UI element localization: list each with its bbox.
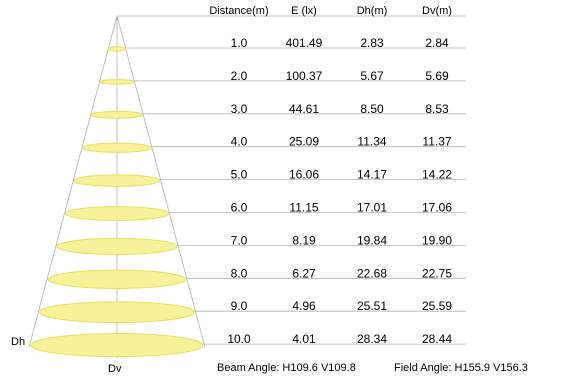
cell-lux: 6.27: [292, 266, 316, 280]
beam-angle-text: Beam Angle: H109.6 V109.8: [217, 362, 356, 374]
cell-lux: 4.01: [292, 332, 316, 346]
cell-dv: 14.22: [422, 168, 452, 182]
cell-dh: 8.50: [360, 102, 384, 116]
header-dv: Dv(m): [422, 5, 452, 17]
axis-label-dv: Dv: [108, 363, 122, 375]
cell-dh: 5.67: [360, 69, 384, 83]
cone-edge-right: [116, 15, 206, 348]
cell-lux: 16.06: [289, 168, 319, 182]
cell-distance: 6.0: [231, 201, 248, 215]
cell-dv: 5.69: [425, 69, 449, 83]
cell-dv: 25.59: [422, 299, 452, 313]
cell-distance: 5.0: [231, 168, 248, 182]
cell-dv: 8.53: [425, 102, 449, 116]
cell-lux: 25.09: [289, 135, 319, 149]
illuminance-spot: [47, 269, 187, 290]
cell-distance: 3.0: [231, 102, 248, 116]
cell-distance: 8.0: [231, 266, 248, 280]
illuminance-spots: [30, 46, 204, 358]
cell-dv: 22.75: [422, 266, 452, 280]
cell-dh: 14.17: [357, 168, 387, 182]
cell-dv: 11.37: [422, 135, 451, 149]
cell-distance: 10.0: [227, 332, 251, 346]
cell-lux: 44.61: [289, 102, 319, 116]
cell-distance: 2.0: [231, 69, 248, 83]
illuminance-spot: [39, 301, 195, 324]
cell-dh: 19.84: [357, 233, 387, 247]
illuminance-spot: [30, 333, 204, 358]
field-angle-text: Field Angle: H155.9 V156.3: [394, 362, 528, 374]
cell-dv: 19.90: [422, 233, 452, 247]
cell-lux: 8.19: [292, 233, 316, 247]
data-table: 1.0 401.49 2.83 2.84 2.0 100.37 5.67 5.69 3.0 44.…: [227, 36, 452, 346]
axis-label-dh: Dh: [11, 336, 25, 348]
cell-lux: 4.96: [292, 299, 316, 313]
cell-distance: 4.0: [231, 135, 248, 149]
illuminance-spot: [90, 110, 144, 119]
header-dh: Dh(m): [357, 5, 388, 17]
cone-edge-left: [28, 15, 118, 348]
cell-dv: 17.06: [422, 201, 452, 215]
illuminance-spot: [82, 142, 152, 153]
illuminance-spot: [99, 79, 135, 85]
cell-dh: 28.34: [357, 332, 387, 346]
cell-lux: 401.49: [286, 36, 323, 50]
illuminance-spot: [73, 174, 161, 187]
cell-distance: 1.0: [231, 36, 248, 50]
cell-dh: 25.51: [357, 299, 387, 313]
cell-distance: 7.0: [231, 233, 248, 247]
illuminance-spot: [56, 237, 178, 255]
illuminance-spot: [64, 206, 170, 221]
cell-distance: 9.0: [231, 299, 248, 313]
cell-dv: 28.44: [422, 332, 452, 346]
row-guide-lines: [117, 15, 466, 345]
header-lux: E (lx): [291, 5, 317, 17]
cell-dh: 22.68: [357, 266, 387, 280]
cell-dh: 2.83: [360, 36, 384, 50]
illuminance-spot: [107, 46, 127, 52]
cell-dh: 11.34: [357, 135, 386, 149]
cell-dh: 17.01: [357, 201, 387, 215]
header-distance: Distance(m): [209, 5, 268, 17]
cell-dv: 2.84: [425, 36, 449, 50]
cell-lux: 11.15: [289, 201, 318, 215]
cell-lux: 100.37: [286, 69, 323, 83]
